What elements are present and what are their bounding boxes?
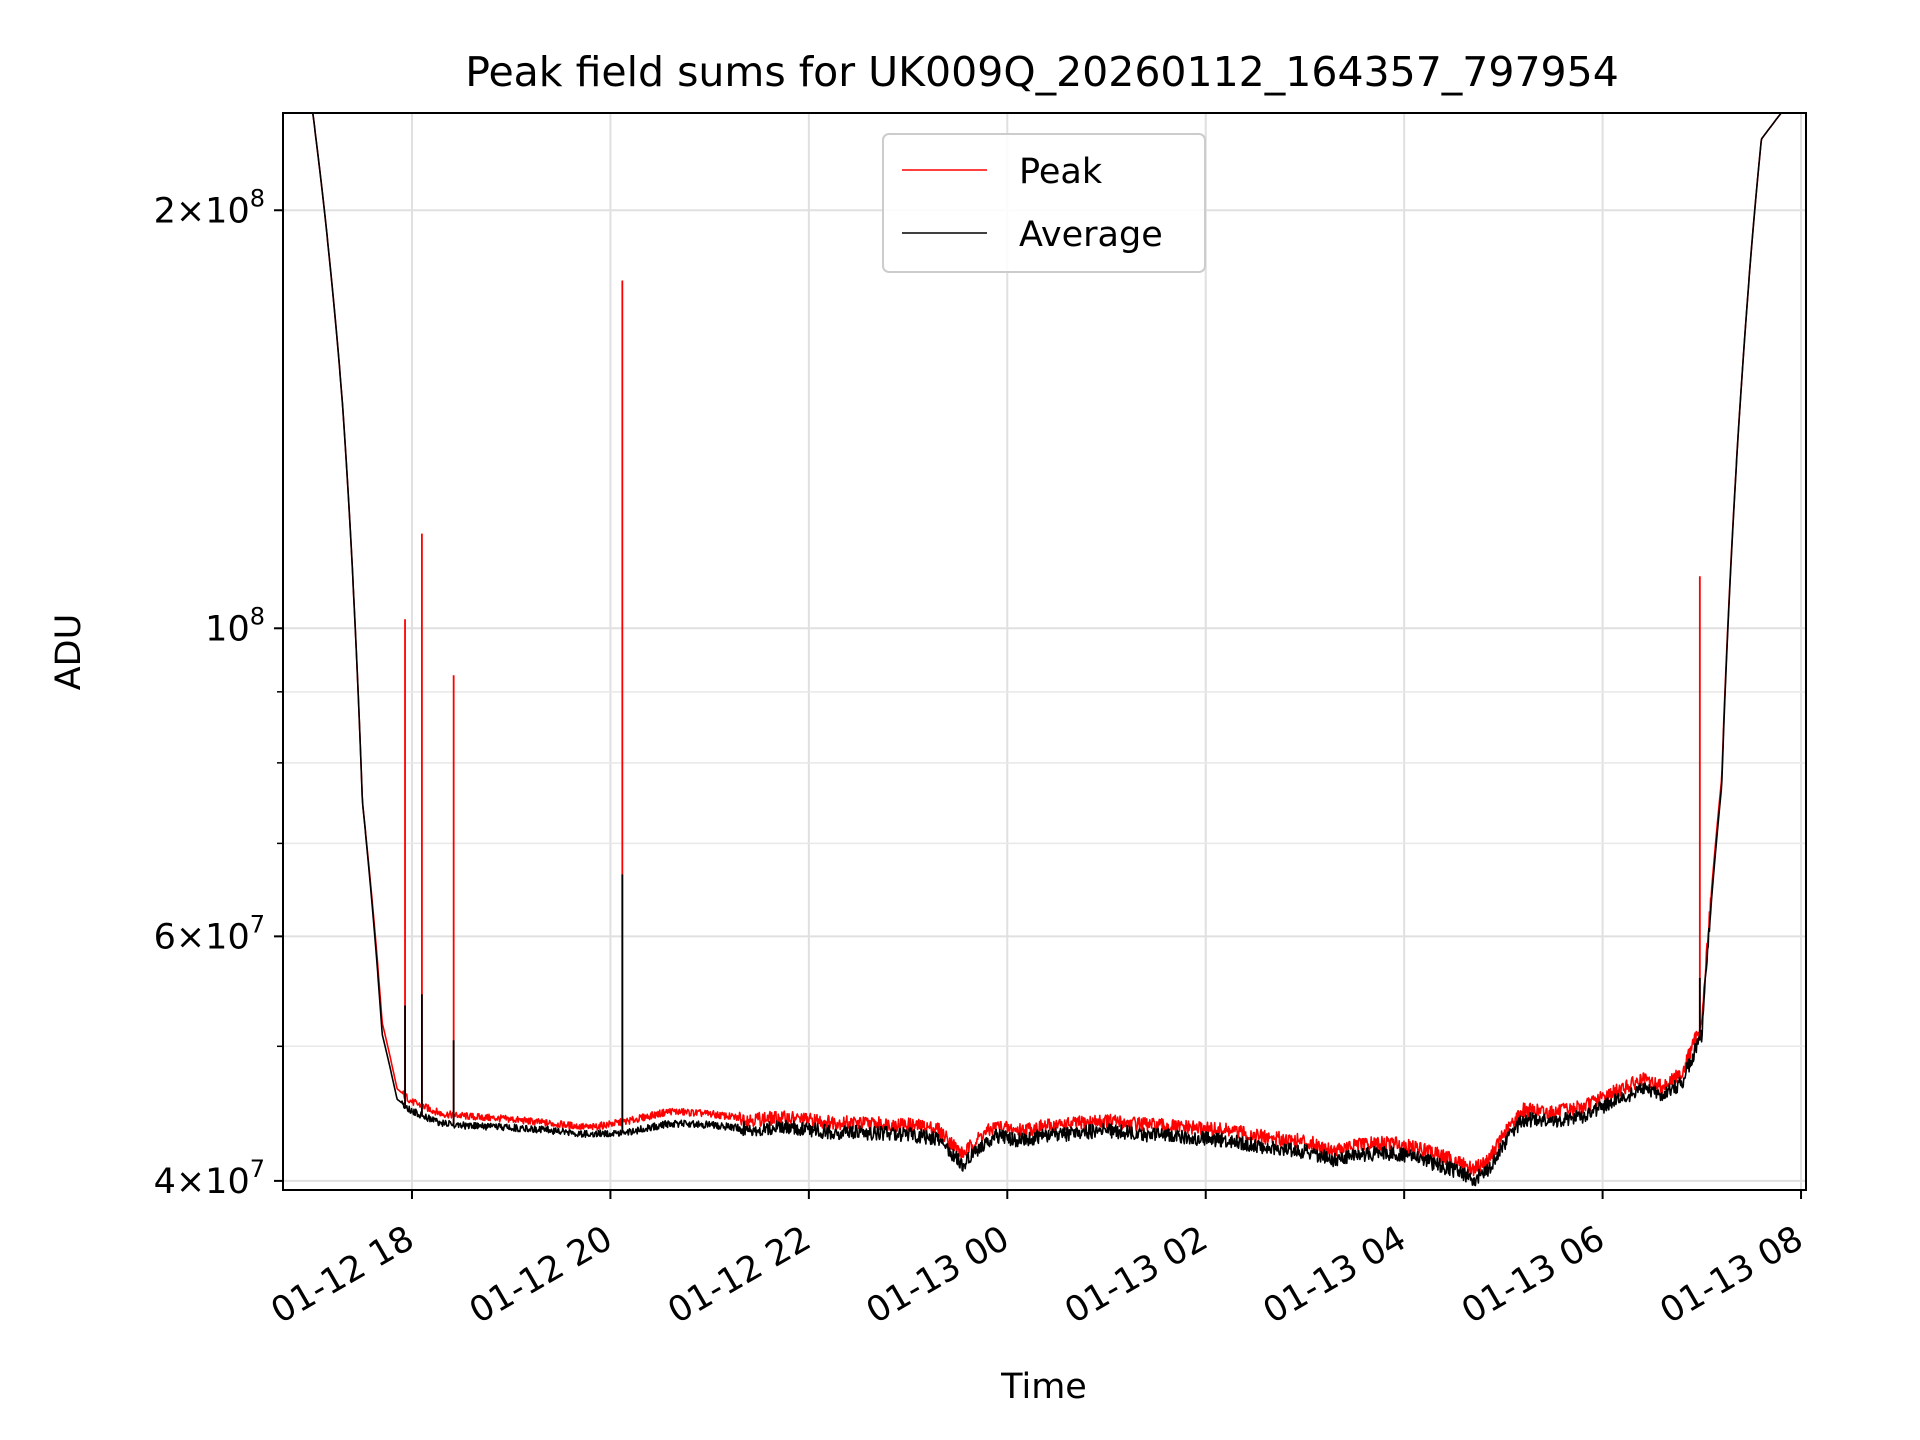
series-group-average [283, 113, 1806, 1187]
legend-frame [882, 133, 1206, 273]
series-line-average [283, 113, 1806, 1187]
chart-title: Peak field sums for UK009Q_20260112_1643… [465, 48, 1619, 96]
y-tick-label: 108 [205, 602, 265, 649]
legend-label-average: Average [1019, 215, 1163, 255]
y-axis-label: ADU [49, 614, 89, 691]
y-tick-label: 6×107 [154, 910, 265, 957]
series-layer [283, 113, 1806, 1187]
y-tick-label: 2×108 [154, 184, 265, 231]
legend-label-peak: Peak [1019, 152, 1103, 192]
plot-frame [282, 112, 1807, 1191]
series-line-peak [283, 113, 1806, 1177]
y-tick-label: 4×107 [154, 1155, 265, 1202]
x-axis-label: Time [1000, 1367, 1087, 1407]
legend: Peak Average [882, 133, 1206, 273]
grid-layer [283, 113, 1806, 1190]
series-group-peak [283, 113, 1806, 1177]
spikes-group [404, 280, 1701, 1133]
